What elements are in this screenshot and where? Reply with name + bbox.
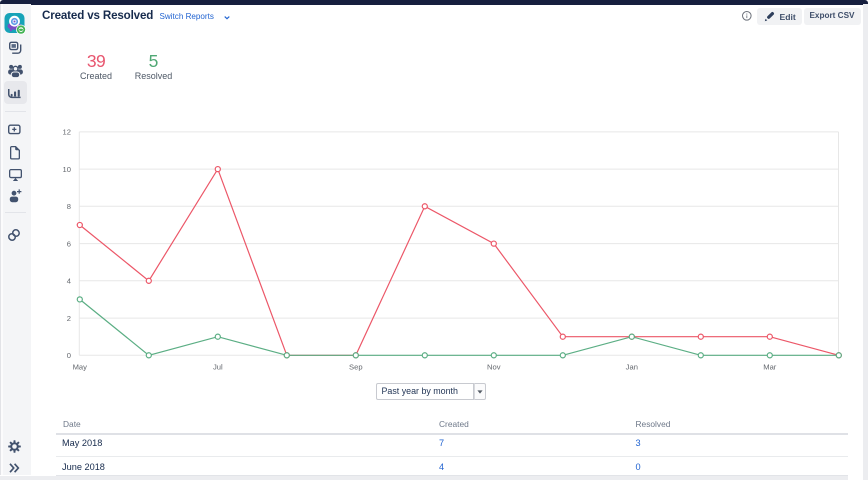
svg-text:Jul: Jul <box>213 363 223 372</box>
svg-text:Mar: Mar <box>763 363 777 372</box>
svg-text:2: 2 <box>67 314 71 323</box>
svg-text:Sep: Sep <box>349 363 363 372</box>
svg-text:Nov: Nov <box>487 363 501 372</box>
svg-text:0: 0 <box>67 351 71 360</box>
svg-text:12: 12 <box>63 128 71 137</box>
svg-text:Jan: Jan <box>626 363 638 372</box>
svg-text:May: May <box>73 363 88 372</box>
svg-text:8: 8 <box>67 202 71 211</box>
svg-text:6: 6 <box>67 239 71 248</box>
svg-text:4: 4 <box>67 277 71 286</box>
svg-text:10: 10 <box>63 165 71 174</box>
